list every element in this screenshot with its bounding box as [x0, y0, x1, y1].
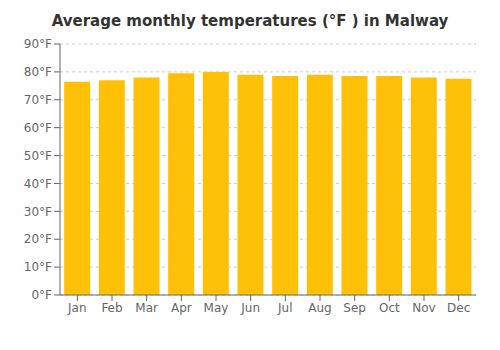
- svg-text:May: May: [204, 301, 229, 315]
- svg-text:0°F: 0°F: [31, 288, 52, 302]
- svg-text:Sep: Sep: [343, 301, 366, 315]
- svg-text:20°F: 20°F: [24, 232, 52, 246]
- svg-text:Feb: Feb: [101, 301, 122, 315]
- svg-text:90°F: 90°F: [24, 37, 52, 51]
- svg-text:Jan: Jan: [67, 301, 87, 315]
- html-text:Average monthly temperatures (: Average monthly temperatures (°F ) in Ma…: [51, 12, 449, 30]
- svg-text:Aug: Aug: [308, 301, 331, 315]
- svg-text:30°F: 30°F: [24, 205, 52, 219]
- svg-text:60°F: 60°F: [24, 121, 52, 135]
- svg-text:70°F: 70°F: [24, 93, 52, 107]
- svg-text:Apr: Apr: [171, 301, 192, 315]
- svg-text:40°F: 40°F: [24, 177, 52, 191]
- svg-text:Mar: Mar: [135, 301, 158, 315]
- svg-text:Jul: Jul: [277, 301, 292, 315]
- svg-text:Nov: Nov: [412, 301, 435, 315]
- svg-text:50°F: 50°F: [24, 149, 52, 163]
- svg-text:10°F: 10°F: [24, 260, 52, 274]
- svg-text:80°F: 80°F: [24, 65, 52, 79]
- svg-text:Jun: Jun: [240, 301, 260, 315]
- svg-text:Oct: Oct: [379, 301, 400, 315]
- svg-text:Dec: Dec: [447, 301, 470, 315]
